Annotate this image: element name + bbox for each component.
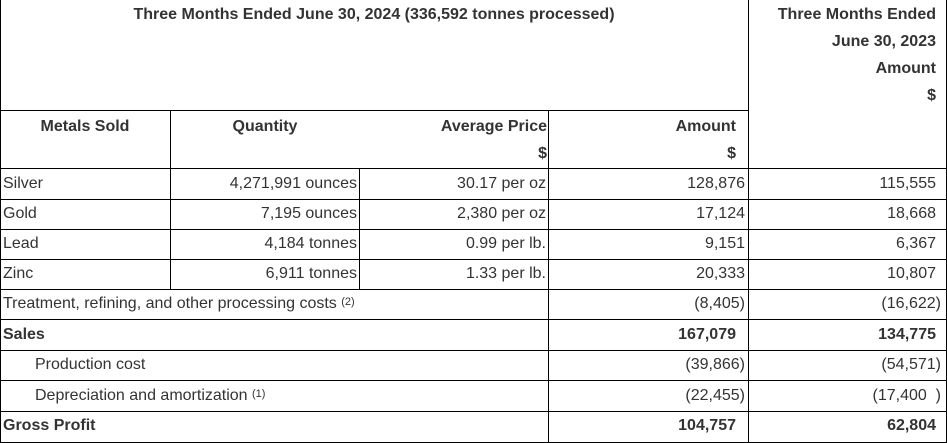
prior-period-header-line1: Three Months Ended xyxy=(777,6,936,23)
metal-amount: 128,876 xyxy=(687,175,745,192)
metal-name: Silver xyxy=(3,175,44,192)
column-header-average-price-unit: $ xyxy=(538,145,547,162)
production-cost-label: Production cost xyxy=(35,356,146,373)
metal-prior-amount: 10,807 xyxy=(887,265,936,282)
depreciation-amount: (22,455) xyxy=(685,387,745,404)
metal-name: Gold xyxy=(3,205,37,222)
gross-profit-prior-amount: 62,804 xyxy=(887,417,936,434)
gross-profit-amount: 104,757 xyxy=(678,417,736,434)
prior-period-header-line2: June 30, 2023 xyxy=(831,33,936,50)
metal-name: Lead xyxy=(3,235,39,252)
metal-average-price: 1.33 per lb. xyxy=(465,265,546,282)
treatment-amount: (8,405) xyxy=(694,295,745,312)
metal-amount: 17,124 xyxy=(696,205,745,222)
sales-amount: 167,079 xyxy=(678,326,736,343)
gross-profit-label: Gross Profit xyxy=(3,417,96,434)
current-period-header: Three Months Ended June 30, 2024 (336,59… xyxy=(133,6,615,23)
metal-prior-amount: 115,555 xyxy=(879,175,936,192)
production-cost-prior-amount: (54,571) xyxy=(881,356,941,373)
metal-prior-amount: 6,367 xyxy=(895,235,936,252)
column-header-amount: Amount xyxy=(675,118,736,135)
metal-name: Zinc xyxy=(3,265,34,282)
metal-average-price: 30.17 per oz xyxy=(457,175,546,192)
column-header-amount-unit: $ xyxy=(727,145,736,162)
treatment-prior-amount: (16,622) xyxy=(881,295,941,312)
metal-amount: 20,333 xyxy=(696,265,745,282)
production-cost-amount: (39,866) xyxy=(685,356,745,373)
metal-quantity: 7,195 ounces xyxy=(260,205,357,222)
metal-prior-amount: 18,668 xyxy=(887,205,936,222)
metal-amount: 9,151 xyxy=(704,235,745,252)
depreciation-footnote: (1) xyxy=(252,388,266,400)
metal-average-price: 2,380 per oz xyxy=(457,205,546,222)
metal-average-price: 0.99 per lb. xyxy=(465,235,546,252)
sales-label: Sales xyxy=(3,326,45,343)
column-header-quantity: Quantity xyxy=(232,118,298,135)
column-header-average-price: Average Price xyxy=(440,118,547,135)
metal-quantity: 4,271,991 ounces xyxy=(229,175,357,192)
prior-period-header-line3: Amount xyxy=(875,60,936,77)
metal-quantity: 6,911 tonnes xyxy=(265,265,357,282)
prior-period-header-line4: $ xyxy=(927,87,936,104)
depreciation-label: Depreciation and amortization (1) xyxy=(35,387,266,404)
metal-quantity: 4,184 tonnes xyxy=(264,235,357,252)
treatment-footnote: (2) xyxy=(341,296,355,308)
column-header-metals-sold: Metals Sold xyxy=(40,118,130,135)
treatment-label: Treatment, refining, and other processin… xyxy=(3,295,355,312)
depreciation-prior-amount: (17,400 ) xyxy=(872,387,941,404)
sales-prior-amount: 134,775 xyxy=(878,326,936,343)
